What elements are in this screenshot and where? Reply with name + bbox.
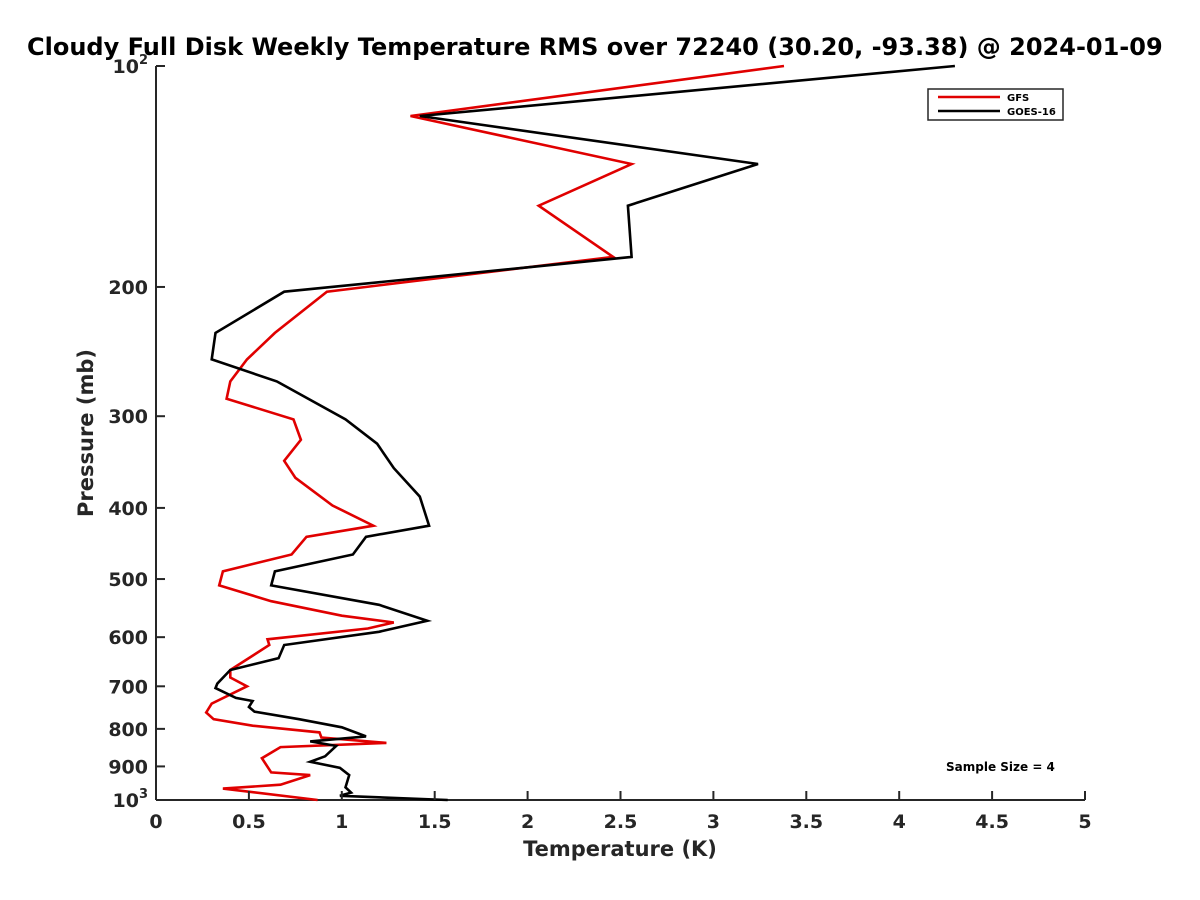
x-tick-label: 1.5	[418, 811, 452, 833]
y-tick-label: 102	[113, 53, 149, 78]
y-ticks: 102 200 300 400 500 600 700 800 900 103	[108, 53, 165, 812]
sample-size-annotation: Sample Size = 4	[946, 760, 1055, 774]
x-tick-label: 5	[1078, 811, 1091, 833]
y-axis-title: Pressure (mb)	[74, 349, 98, 517]
y-tick-label: 800	[108, 719, 148, 741]
x-tick-label: 0	[149, 811, 162, 833]
x-tick-label: 2	[521, 811, 534, 833]
y-tick-label: 500	[108, 569, 148, 591]
y-tick-label: 600	[108, 627, 148, 649]
x-tick-label: 3.5	[789, 811, 823, 833]
legend-label: GFS	[1007, 93, 1029, 104]
plot-area	[155, 66, 1085, 801]
x-ticks: 0 0.5 1 1.5 2 2.5 3 3.5 4 4.5 5	[149, 791, 1092, 833]
series-layer	[204, 64, 956, 802]
y-tick-label: 400	[108, 498, 148, 520]
y-tick-label: 900	[108, 756, 148, 778]
x-axis-title: Temperature (K)	[523, 837, 717, 861]
y-tick-label: 300	[108, 406, 148, 428]
legend-label: GOES-16	[1007, 107, 1056, 118]
series-line-goes-16	[210, 64, 956, 802]
series-line-gfs	[204, 64, 785, 802]
x-tick-label: 4.5	[975, 811, 1009, 833]
y-tick-label: 700	[108, 676, 148, 698]
x-tick-label: 0.5	[232, 811, 266, 833]
x-tick-label: 1	[335, 811, 348, 833]
chart-title: Cloudy Full Disk Weekly Temperature RMS …	[27, 33, 1163, 61]
x-tick-label: 4	[893, 811, 906, 833]
y-tick-label: 103	[113, 787, 149, 812]
legend-box	[927, 88, 1064, 121]
x-tick-label: 3	[707, 811, 720, 833]
y-tick-label: 200	[108, 277, 148, 299]
legend: GFS GOES-16	[927, 88, 1064, 121]
x-tick-label: 2.5	[604, 811, 638, 833]
